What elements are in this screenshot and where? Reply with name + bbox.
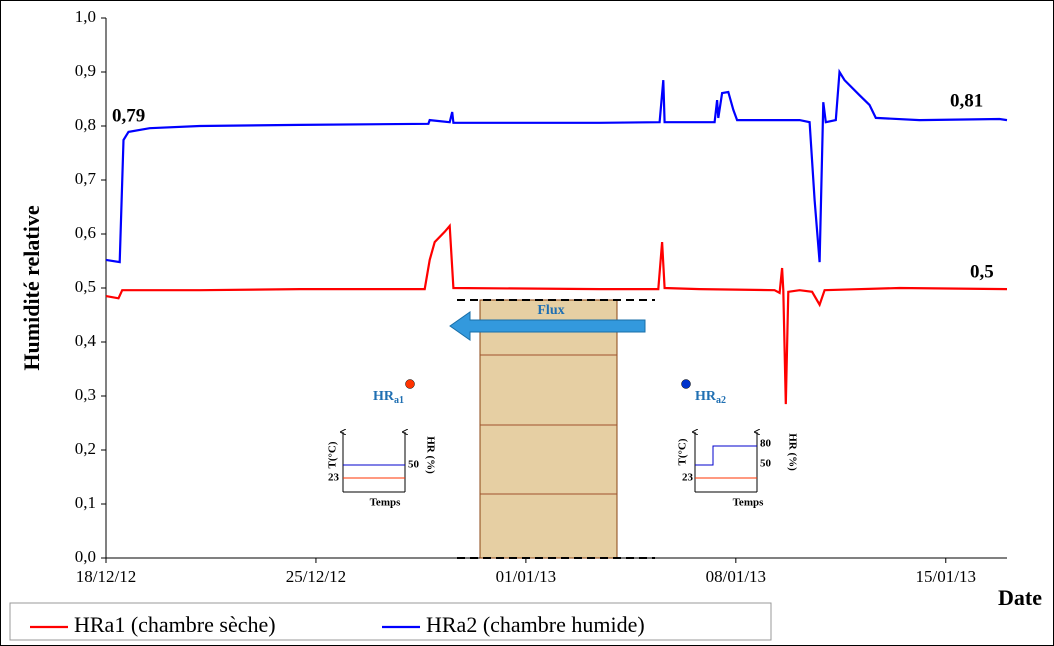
y-tick-label: 0,5 — [75, 277, 96, 296]
mini-axis-label: Temps — [370, 497, 401, 509]
y-tick-label: 0,7 — [75, 169, 97, 188]
flux-arrow — [449, 311, 646, 341]
sensor-label-main: HR — [373, 389, 395, 404]
mini-value: 80 — [760, 438, 772, 450]
mini-value: 50 — [760, 458, 772, 470]
mini-axis-label: HR (%) — [786, 433, 798, 471]
sensor-label: HRa1 — [373, 389, 404, 406]
y-tick-label: 0,9 — [75, 61, 96, 80]
legend-label: HRa2 (chambre humide) — [426, 612, 645, 637]
mini-axis-label: HR (%) — [424, 436, 436, 474]
sensor-label-sub: a2 — [716, 395, 726, 406]
y-tick-label: 0,2 — [75, 439, 96, 458]
x-axis-label: Date — [998, 585, 1042, 610]
sensor-label: HRa2 — [695, 389, 726, 406]
x-tick-label: 15/01/13 — [916, 567, 976, 586]
flux-label: Flux — [537, 303, 564, 318]
x-tick-label: 08/01/13 — [706, 567, 766, 586]
legend — [9, 602, 772, 641]
series-line — [105, 223, 1008, 405]
mini-value: 23 — [682, 472, 694, 484]
inset: Flux HRa1 HRa2 T(°C) HR (%) 23 50 Temps … — [327, 299, 798, 559]
x-tick-label: 01/01/13 — [496, 567, 556, 586]
y-tick-label: 0,4 — [75, 331, 97, 350]
mini-axis-label: Temps — [733, 497, 764, 509]
y-tick-label: 0,3 — [75, 385, 96, 404]
mini-hr-line — [695, 445, 757, 466]
series-line — [105, 68, 1008, 264]
y-axis-label: Humidité relative — [19, 205, 44, 370]
annotation: 0,81 — [950, 90, 983, 111]
sensor-dot — [405, 379, 415, 389]
x-tick-label: 18/12/12 — [76, 567, 136, 586]
annotation: 0,5 — [970, 261, 994, 282]
mini-axis-label: T(°C) — [677, 438, 689, 465]
annotation: 0,79 — [112, 105, 145, 126]
legend-label: HRa1 (chambre sèche) — [74, 612, 276, 637]
sensor-label-sub: a1 — [394, 395, 404, 406]
y-tick-label: 1,0 — [75, 7, 96, 26]
sensor-label-main: HR — [695, 389, 717, 404]
x-tick-label: 25/12/12 — [286, 567, 346, 586]
mini-value: 50 — [408, 459, 420, 471]
y-tick-label: 0,6 — [75, 223, 96, 242]
wall — [479, 299, 618, 559]
mini-value: 23 — [328, 472, 340, 484]
y-tick-label: 0,1 — [75, 493, 96, 512]
mini-axis-label: T(°C) — [327, 441, 339, 468]
sensor-dot — [681, 379, 691, 389]
y-tick-label: 0,0 — [75, 547, 96, 566]
y-tick-label: 0,8 — [75, 115, 96, 134]
